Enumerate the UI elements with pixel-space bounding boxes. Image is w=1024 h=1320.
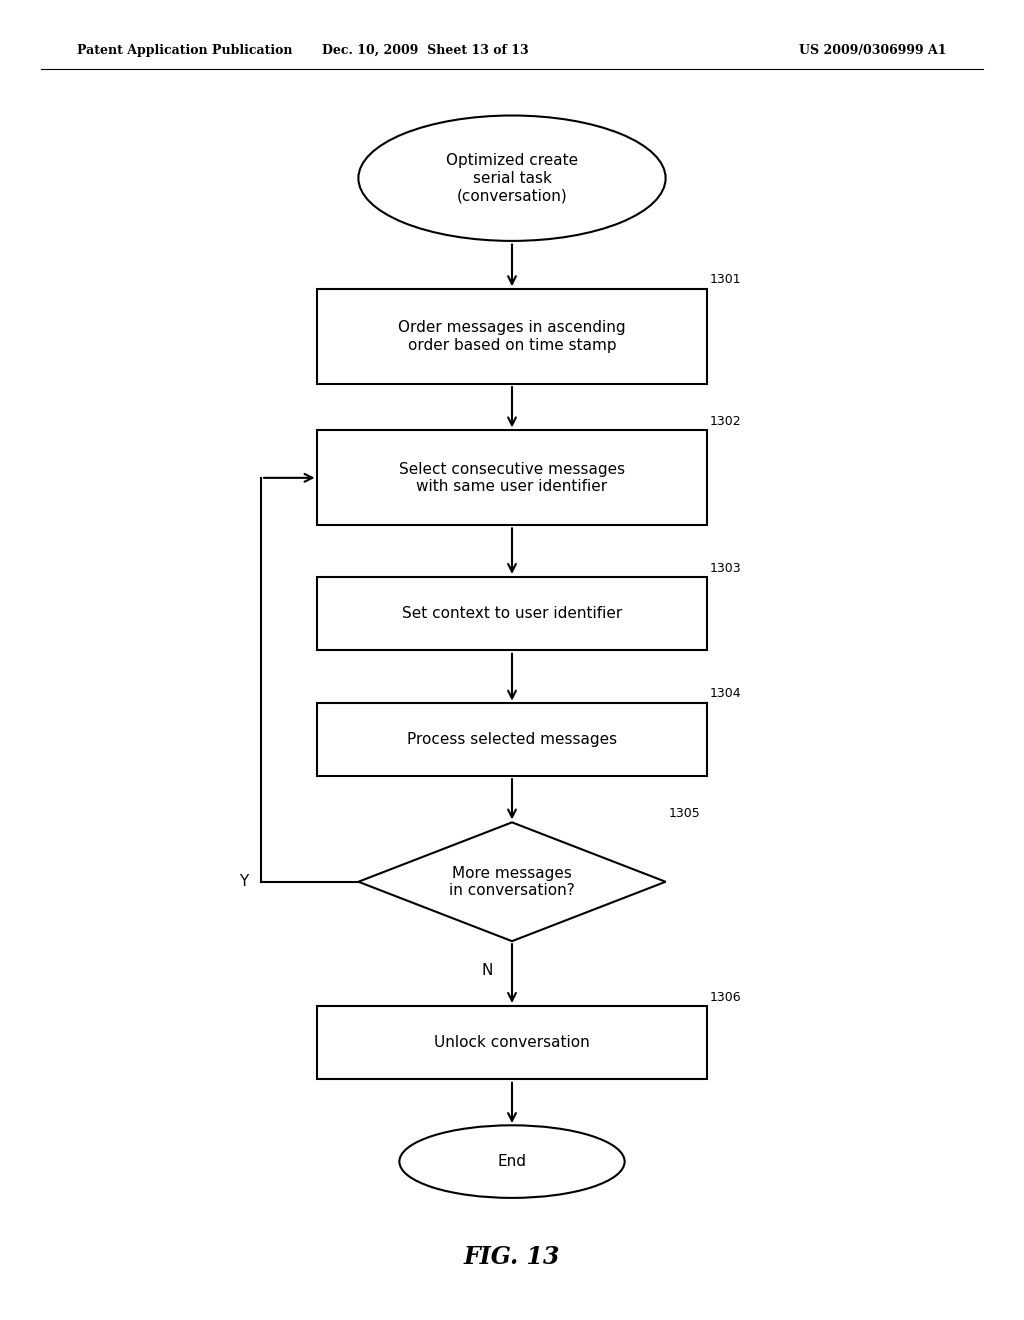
Text: 1305: 1305 <box>669 807 700 820</box>
Text: Unlock conversation: Unlock conversation <box>434 1035 590 1051</box>
Text: Set context to user identifier: Set context to user identifier <box>401 606 623 622</box>
Text: 1301: 1301 <box>710 273 741 286</box>
Bar <box>317 577 707 649</box>
Text: Patent Application Publication: Patent Application Publication <box>77 44 292 57</box>
Bar <box>317 1006 707 1080</box>
Bar <box>317 702 707 776</box>
Ellipse shape <box>399 1125 625 1199</box>
Text: More messages
in conversation?: More messages in conversation? <box>450 866 574 898</box>
Text: 1303: 1303 <box>710 562 741 576</box>
Text: Select consecutive messages
with same user identifier: Select consecutive messages with same us… <box>399 462 625 494</box>
Text: Dec. 10, 2009  Sheet 13 of 13: Dec. 10, 2009 Sheet 13 of 13 <box>322 44 528 57</box>
Bar <box>317 289 707 384</box>
Text: 1306: 1306 <box>710 991 741 1003</box>
Text: US 2009/0306999 A1: US 2009/0306999 A1 <box>799 44 946 57</box>
Text: 1304: 1304 <box>710 688 741 700</box>
Polygon shape <box>358 822 666 941</box>
Text: Optimized create
serial task
(conversation): Optimized create serial task (conversati… <box>445 153 579 203</box>
Ellipse shape <box>358 116 666 242</box>
Text: 1302: 1302 <box>710 414 741 428</box>
Bar <box>317 430 707 525</box>
Text: FIG. 13: FIG. 13 <box>464 1245 560 1269</box>
Text: Process selected messages: Process selected messages <box>407 731 617 747</box>
Text: Order messages in ascending
order based on time stamp: Order messages in ascending order based … <box>398 321 626 352</box>
Text: Y: Y <box>239 874 249 890</box>
Text: End: End <box>498 1154 526 1170</box>
Text: N: N <box>481 962 494 978</box>
